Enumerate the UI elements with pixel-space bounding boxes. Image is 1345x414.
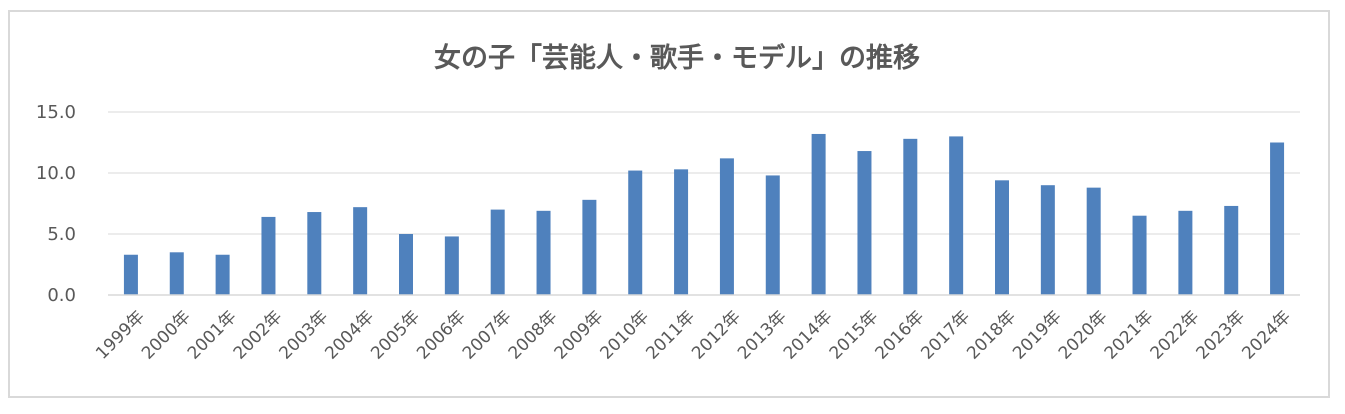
x-tick-label: 2014年 [780, 307, 837, 364]
bar [674, 169, 689, 295]
chart-frame: 女の子「芸能人・歌手・モデル」の推移 0.0 5.0 10.0 15.0 1999年 2… [8, 10, 1330, 398]
x-tick-label: 2003年 [276, 307, 333, 364]
y-tick-label: 10.0 [36, 163, 76, 184]
bar [1270, 142, 1285, 295]
x-tick-label: 2000年 [138, 307, 195, 364]
x-tick-label: 2001年 [184, 307, 241, 364]
bar [1224, 205, 1239, 295]
x-tick-label: 2022年 [1147, 307, 1204, 364]
chart-title: 女の子「芸能人・歌手・モデル」の推移 [434, 42, 920, 74]
x-tick-label: 2010年 [596, 307, 653, 364]
bar [490, 209, 505, 295]
x-tick-label: 2002年 [230, 307, 287, 364]
x-tick-label: 2008年 [505, 307, 562, 364]
x-tick-label: 2005年 [367, 307, 424, 364]
x-tick-label: 2024年 [1238, 307, 1295, 364]
bar-chart: 女の子「芸能人・歌手・モデル」の推移 0.05.010.015.0 1999年2… [36, 42, 1300, 364]
bar [1132, 215, 1147, 295]
bar [949, 136, 964, 295]
x-tick-label: 2020年 [1055, 307, 1112, 364]
x-tick-label: 1999年 [92, 307, 149, 364]
x-tick-label: 2019年 [1009, 307, 1066, 364]
x-tick-label: 2021年 [1101, 307, 1158, 364]
bar [536, 210, 551, 295]
y-tick-label: 0.0 [47, 285, 76, 306]
bar [582, 199, 597, 295]
bar [1040, 185, 1055, 295]
x-tick-label: 2012年 [688, 307, 745, 364]
x-axis-tick-labels: 1999年2000年2001年2002年2003年2004年2005年2006年… [92, 307, 1295, 364]
x-tick-label: 2023年 [1192, 307, 1249, 364]
bar [123, 254, 138, 295]
x-tick-label: 2013年 [734, 307, 791, 364]
bar [1178, 210, 1193, 295]
bar [765, 175, 780, 295]
bar [628, 170, 643, 295]
bar [444, 236, 459, 295]
bar [261, 216, 276, 295]
bar [995, 180, 1009, 295]
x-tick-label: 2007年 [459, 307, 516, 364]
bar [857, 151, 872, 295]
bar [719, 158, 734, 295]
x-tick-label: 2018年 [963, 307, 1020, 364]
x-tick-label: 2006年 [413, 307, 470, 364]
bar [1086, 187, 1101, 295]
x-tick-label: 2009年 [551, 307, 608, 364]
bar [169, 252, 184, 295]
y-axis-tick-labels: 0.0 5.0 10.0 15.0 [36, 102, 76, 306]
x-tick-label: 2015年 [826, 307, 883, 364]
x-tick-label: 2011年 [642, 307, 699, 364]
bar [903, 138, 918, 295]
bar [399, 234, 413, 295]
y-tick-label: 5.0 [47, 224, 76, 245]
bar [307, 212, 322, 295]
x-tick-label: 2004年 [321, 307, 378, 364]
y-tick-label: 15.0 [36, 102, 76, 123]
x-tick-label: 2016年 [872, 307, 929, 364]
bar [353, 207, 368, 295]
x-tick-label: 2017年 [917, 307, 974, 364]
bar [811, 133, 826, 295]
gridlines [108, 111, 1300, 235]
bar [215, 254, 230, 295]
bars [123, 133, 1285, 295]
